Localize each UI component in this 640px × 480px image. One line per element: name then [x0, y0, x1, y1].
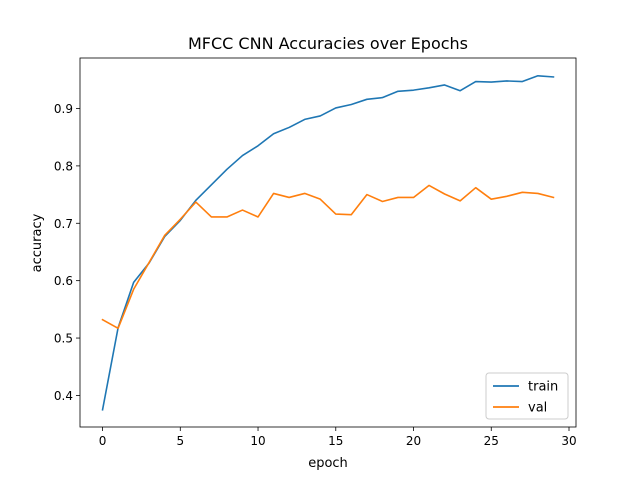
y-tick-label: 0.7: [54, 217, 73, 231]
y-tick-label: 0.9: [54, 102, 73, 116]
legend-label-val: val: [528, 401, 547, 416]
y-tick-label: 0.6: [54, 274, 73, 288]
x-tick-label: 0: [99, 434, 107, 448]
y-axis-label: accuracy: [30, 213, 45, 272]
axes-frame: [79, 57, 577, 428]
legend: train val: [485, 372, 569, 420]
x-tick-label: 10: [250, 434, 265, 448]
y-tick-label: 0.4: [54, 389, 73, 403]
x-tick-label: 5: [176, 434, 184, 448]
y-tick-label: 0.5: [54, 332, 73, 346]
plot-area: 0 5 10 15 20 25 30 0.4 0.5 0.6 0.7 0.8 0.9: [54, 57, 577, 448]
y-tick-label: 0.8: [54, 159, 73, 173]
legend-label-train: train: [528, 380, 558, 395]
x-axis-label: epoch: [308, 456, 348, 471]
x-tick-label: 25: [484, 434, 499, 448]
chart-title: MFCC CNN Accuracies over Epochs: [188, 34, 468, 53]
x-tick-label: 15: [328, 434, 343, 448]
x-tick-label: 20: [406, 434, 421, 448]
x-tick-label: 30: [561, 434, 576, 448]
series-line-val: [101, 184, 555, 330]
